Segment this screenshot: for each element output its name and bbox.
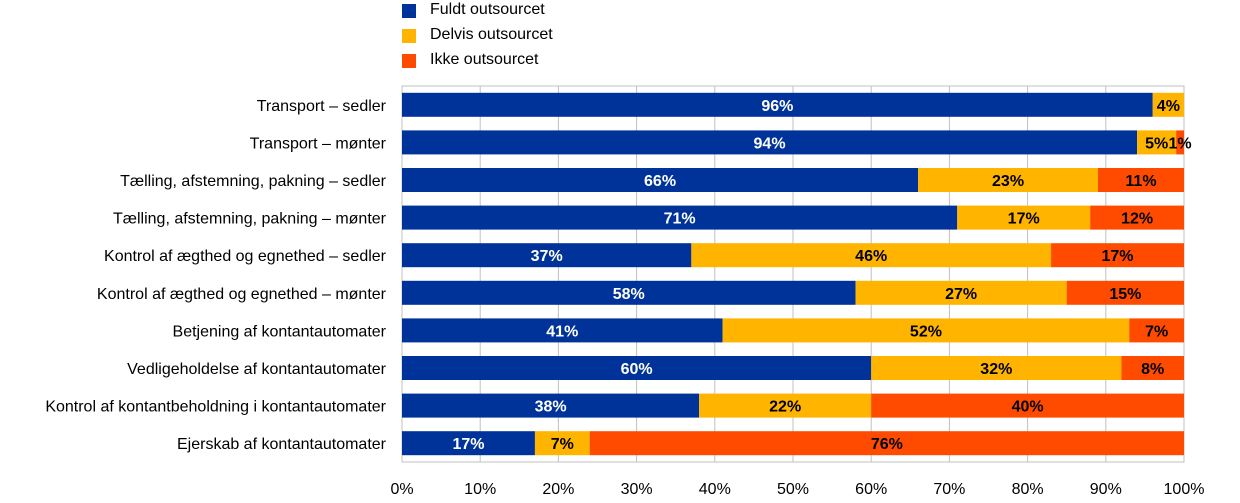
legend-swatch-ikke bbox=[402, 54, 416, 68]
x-tick-label: 20% bbox=[542, 481, 574, 498]
x-tick-label: 70% bbox=[933, 481, 965, 498]
category-label: Tælling, afstemning, pakning – sedler bbox=[120, 173, 387, 190]
category-label: Kontrol af kontantbeholdning i kontantau… bbox=[45, 399, 386, 416]
data-label: 96% bbox=[761, 98, 793, 115]
legend-label-delvis: Delvis outsourcet bbox=[430, 26, 553, 43]
category-label: Transport – mønter bbox=[250, 135, 387, 152]
category-label: Tælling, afstemning, pakning – mønter bbox=[113, 211, 387, 228]
x-tick-label: 60% bbox=[855, 481, 887, 498]
bar-segment bbox=[1121, 356, 1184, 380]
data-label: 8% bbox=[1141, 361, 1164, 378]
data-label: 94% bbox=[754, 135, 786, 152]
bar-segment bbox=[918, 168, 1098, 192]
bar-segment bbox=[1137, 130, 1177, 155]
data-label: 11% bbox=[1125, 173, 1156, 190]
data-label: 52% bbox=[910, 323, 942, 340]
category-label: Betjening af kontantautomater bbox=[173, 323, 387, 340]
data-label: 17% bbox=[1102, 248, 1134, 265]
bar-segment bbox=[691, 243, 1052, 268]
bar-segment bbox=[855, 280, 1067, 305]
bar-segment bbox=[871, 356, 1122, 380]
data-label: 12% bbox=[1121, 211, 1153, 228]
data-label: 17% bbox=[452, 436, 484, 453]
bar-segment bbox=[402, 92, 1153, 117]
legend-swatch-fuldt bbox=[402, 4, 416, 18]
data-label: 40% bbox=[1012, 399, 1044, 416]
data-label: 7% bbox=[1145, 323, 1168, 340]
data-label: 60% bbox=[621, 361, 653, 378]
legend-swatch-delvis bbox=[402, 29, 416, 43]
data-label: 37% bbox=[531, 248, 563, 265]
bar-segment bbox=[1051, 243, 1184, 268]
bar-segment bbox=[402, 431, 535, 456]
data-label: 66% bbox=[644, 173, 676, 190]
bar-segment bbox=[1176, 130, 1184, 155]
x-tick-label: 30% bbox=[621, 481, 653, 498]
data-label: 22% bbox=[769, 399, 801, 416]
x-tick-label: 90% bbox=[1090, 481, 1122, 498]
data-label: 5% bbox=[1145, 135, 1168, 152]
category-label: Vedligeholdelse af kontantautomater bbox=[127, 361, 387, 378]
bar-segment bbox=[402, 205, 958, 230]
data-label: 58% bbox=[613, 286, 645, 303]
data-label: 71% bbox=[664, 211, 696, 228]
x-tick-label: 0% bbox=[390, 481, 413, 498]
data-label: 27% bbox=[945, 286, 977, 303]
bar-segment bbox=[699, 393, 872, 418]
data-label: 38% bbox=[535, 399, 567, 416]
x-tick-label: 40% bbox=[699, 481, 731, 498]
bar-segment bbox=[722, 318, 1130, 343]
x-tick-label: 10% bbox=[464, 481, 496, 498]
x-tick-label: 100% bbox=[1164, 481, 1205, 498]
data-label: 23% bbox=[992, 173, 1024, 190]
category-label: Transport – sedler bbox=[257, 98, 387, 115]
data-label: 1% bbox=[1169, 135, 1192, 152]
bar-segment bbox=[589, 431, 1184, 456]
bar-segment bbox=[1129, 318, 1184, 343]
bar-segment bbox=[1097, 168, 1184, 192]
bar-segment bbox=[402, 318, 723, 343]
bar-segment bbox=[402, 356, 872, 380]
data-label: 76% bbox=[871, 436, 903, 453]
bar-segment bbox=[1090, 205, 1184, 230]
bar-segment bbox=[402, 280, 856, 305]
data-label: 41% bbox=[546, 323, 578, 340]
data-label: 17% bbox=[1008, 211, 1040, 228]
bar-segment bbox=[1066, 280, 1184, 305]
bar-segment bbox=[957, 205, 1091, 230]
legend-label-ikke: Ikke outsourcet bbox=[430, 51, 539, 68]
data-label: 7% bbox=[551, 436, 574, 453]
bar-segment bbox=[402, 130, 1138, 155]
category-label: Kontrol af ægthed og egnethed – sedler bbox=[104, 248, 387, 265]
bar-segment bbox=[871, 393, 1184, 418]
data-label: 46% bbox=[855, 248, 887, 265]
x-tick-label: 50% bbox=[777, 481, 809, 498]
data-label: 4% bbox=[1157, 98, 1180, 115]
bar-segment bbox=[534, 431, 590, 456]
bar-segment bbox=[402, 243, 692, 268]
data-label: 32% bbox=[980, 361, 1012, 378]
bar-segment bbox=[402, 168, 919, 192]
category-label: Kontrol af ægthed og egnethed – mønter bbox=[97, 286, 387, 303]
x-tick-label: 80% bbox=[1012, 481, 1044, 498]
data-label: 15% bbox=[1109, 286, 1141, 303]
bar-segment bbox=[1152, 92, 1184, 117]
category-label: Ejerskab af kontantautomater bbox=[177, 436, 387, 453]
bar-segment bbox=[402, 393, 700, 418]
legend-label-fuldt: Fuldt outsourcet bbox=[430, 1, 545, 18]
